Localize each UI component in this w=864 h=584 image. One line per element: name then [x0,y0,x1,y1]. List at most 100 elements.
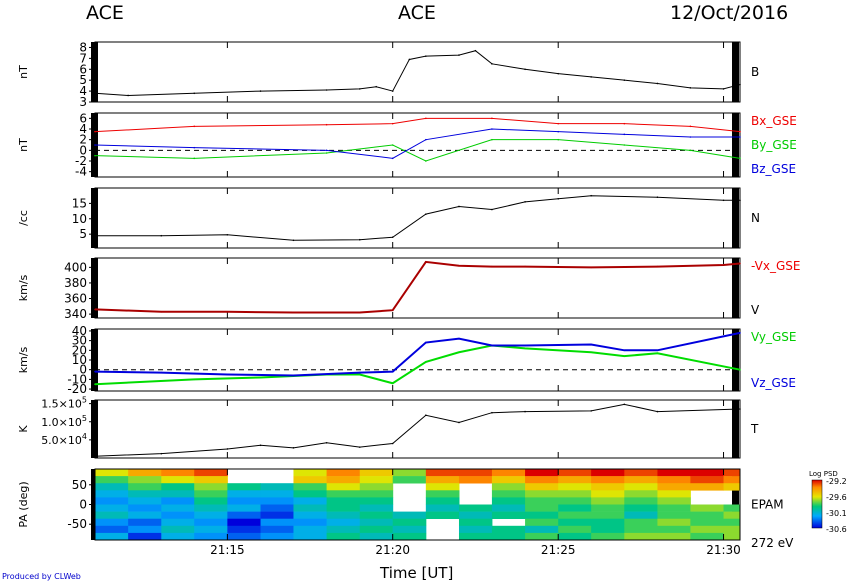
heatmap-cell [260,525,294,534]
heatmap-cell [558,490,592,498]
heatmap-cell [491,469,526,477]
header-date: 12/Oct/2016 [670,2,789,24]
heatmap-cell [624,483,658,491]
heatmap-cell [624,525,658,534]
data-point [94,92,96,95]
heatmap-cell [392,511,427,519]
heatmap-cell [326,532,361,541]
heatmap-cell [657,532,691,541]
heatmap-cell [128,490,162,498]
colorbar-tick-label: -29.6 [826,493,847,502]
heatmap-cell [657,518,691,527]
x-axis-title: Time [UT] [380,564,454,582]
data-point [325,89,328,91]
y-tick-label: 0 [79,498,87,512]
series-line [95,195,740,241]
data-point [425,138,427,141]
heatmap-cell [359,504,394,512]
heatmap-cell [657,469,691,477]
heatmap-cell [392,525,427,534]
data-point [94,383,96,386]
heatmap-cell [525,511,559,519]
heatmap-cell [161,497,195,505]
heatmap-cell [95,504,129,512]
y-tick-label: -2 [75,154,87,168]
heatmap-cell [128,497,162,505]
data-point [94,370,96,373]
data-point [739,262,741,265]
data-point [722,199,725,202]
heatmap-cell [359,483,394,491]
colorbar-tick-label: -29.2 [826,477,847,486]
data-point [656,352,659,355]
data-point [524,201,526,203]
heatmap-cell [425,469,460,477]
heatmap-cell [128,483,162,491]
heatmap-cell [194,469,228,477]
heatmap-cell [491,476,526,484]
heatmap-cell [591,483,625,491]
heatmap-cell [128,476,162,484]
series-name-label: Bz_GSE [751,162,796,176]
data-point [458,337,460,340]
series-name-label: Bx_GSE [751,114,797,128]
heatmap-cell [558,483,592,491]
colorbar-tick-label: -30.1 [826,509,847,518]
heatmap-cell [95,532,129,541]
heatmap-cell [425,497,460,505]
data-point [656,410,659,413]
data-point [94,455,96,457]
data-point [226,310,229,313]
x-tick-label: 21:15 [210,543,245,557]
heatmap-cell [392,469,427,477]
heatmap-cell [657,490,691,498]
heatmap-cell [624,469,658,477]
data-point [590,410,592,412]
heatmap-cell [458,469,493,477]
data-point [458,264,460,267]
data-point [491,117,493,120]
heatmap-cell [624,518,658,527]
y-tick-label: 5.0×104 [41,432,87,447]
y-tick-label: 340 [64,307,87,321]
heatmap-cell [95,476,129,484]
data-point [127,94,129,97]
series-name-label: -Vx_GSE [751,259,800,273]
heatmap-cell [491,490,526,498]
y-tick-label: -4 [75,165,87,179]
heatmap-cell [458,532,493,541]
heatmap-cell [359,497,394,505]
series-name-label: V [751,303,760,317]
data-point [94,154,96,157]
data-point [94,234,96,237]
energy-label: 272 eV [751,536,794,550]
y-tick-label: 5 [79,227,87,241]
data-point [458,421,460,424]
heatmap-cell [558,469,592,477]
data-point [292,374,295,377]
data-point [160,234,163,237]
heatmap-cell [293,518,328,527]
data-point [408,58,411,61]
data-point [425,117,427,120]
data-point [491,208,493,211]
heatmap-cell [525,497,559,505]
heatmap-cell [624,504,658,512]
data-point [391,382,394,385]
heatmap-cell [227,525,262,534]
heatmap-cell [458,518,493,527]
data-point [623,403,626,406]
heatmap-cell [657,497,691,505]
data-point [623,133,626,136]
colorbar-tick-label: -30.6 [826,525,847,534]
data-point [656,82,659,85]
data-point [391,122,394,125]
series-line [94,344,741,386]
heatmap-cell [359,511,394,519]
heatmap-cell [95,490,129,498]
data-point [474,49,477,52]
heatmap-cell [491,504,526,512]
heatmap-cell [293,511,328,519]
heatmap-cell [161,504,195,512]
data-point [425,261,427,263]
